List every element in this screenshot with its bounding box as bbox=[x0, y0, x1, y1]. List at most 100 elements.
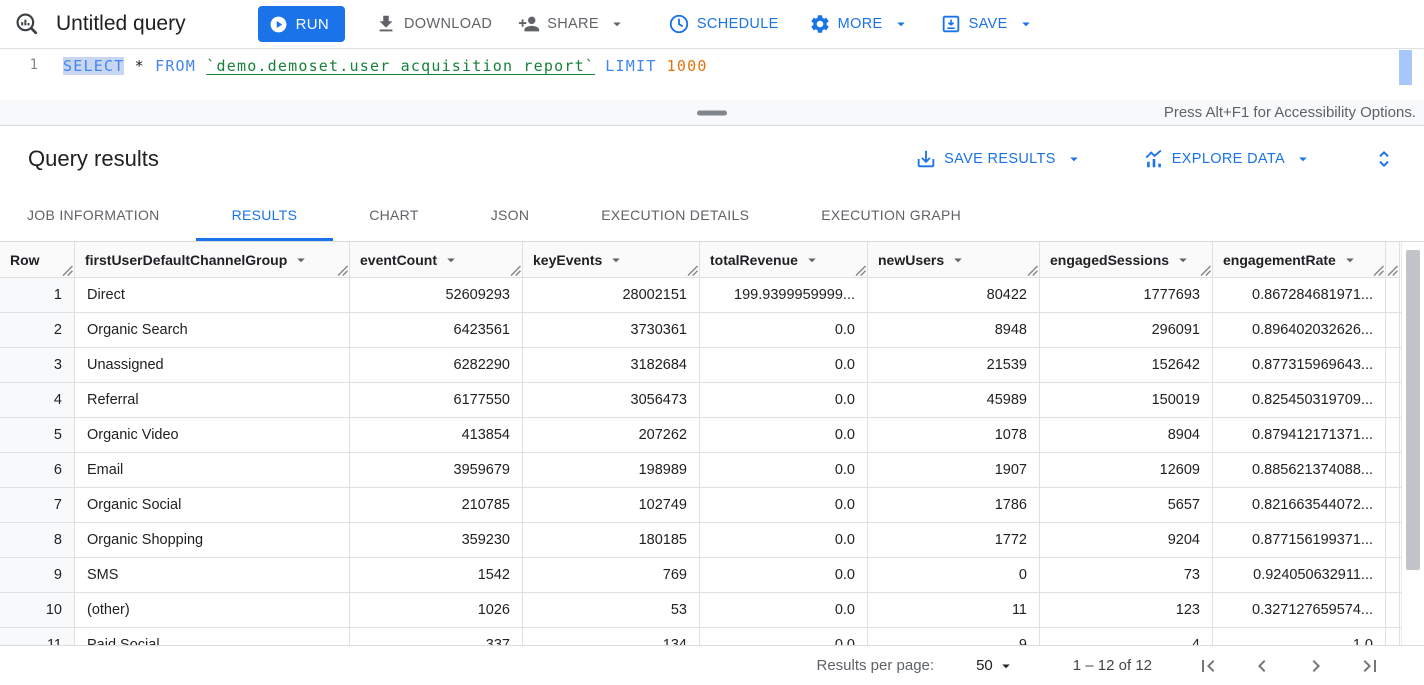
row-number-cell: 6 bbox=[0, 453, 75, 487]
editor-scrollbar-thumb[interactable] bbox=[1399, 50, 1412, 85]
row-number-cell: 3 bbox=[0, 348, 75, 382]
table-cell: 6177550 bbox=[350, 383, 523, 417]
column-resize-handle[interactable] bbox=[1200, 265, 1211, 276]
column-resize-handle[interactable] bbox=[1027, 265, 1038, 276]
tab-json[interactable]: JSON bbox=[490, 207, 530, 223]
explore-data-button[interactable]: EXPLORE DATA bbox=[1143, 148, 1312, 170]
share-person-add-icon bbox=[519, 16, 540, 32]
table-cell: 0.0 bbox=[700, 628, 868, 645]
table-cell: 134 bbox=[523, 628, 700, 645]
sql-token-table-ref[interactable]: `demo.demoset.user_acquisition_report` bbox=[206, 57, 596, 75]
column-header-keyevents[interactable]: keyEvents bbox=[523, 242, 700, 278]
expand-panel-icon[interactable] bbox=[1372, 147, 1396, 171]
tab-execution-graph[interactable]: EXECUTION GRAPH bbox=[821, 207, 962, 223]
table-scrollbar-thumb[interactable] bbox=[1406, 250, 1420, 570]
tab-job-information[interactable]: JOB INFORMATION bbox=[27, 207, 160, 223]
column-header-eventcount[interactable]: eventCount bbox=[350, 242, 523, 278]
table-cell: 0.867284681971... bbox=[1213, 278, 1386, 312]
table-cell: 3959679 bbox=[350, 453, 523, 487]
last-page-button[interactable] bbox=[1358, 654, 1382, 678]
run-label: RUN bbox=[295, 15, 329, 33]
tab-chart[interactable]: CHART bbox=[369, 207, 419, 223]
play-icon bbox=[270, 16, 286, 32]
row-number-cell: 2 bbox=[0, 313, 75, 347]
table-cell: 6423561 bbox=[350, 313, 523, 347]
column-resize-handle[interactable] bbox=[855, 265, 866, 276]
page-title: Untitled query bbox=[56, 12, 186, 35]
column-resize-handle[interactable] bbox=[337, 265, 348, 276]
sort-arrow-icon[interactable] bbox=[442, 251, 460, 269]
column-resize-handle[interactable] bbox=[687, 265, 698, 276]
table-cell: 0.0 bbox=[700, 523, 868, 557]
page-size-select[interactable]: 50 bbox=[976, 657, 1015, 675]
table-cell: 150019 bbox=[1040, 383, 1213, 417]
column-resize-handle[interactable] bbox=[1387, 265, 1398, 276]
table-cell: 0.0 bbox=[700, 453, 868, 487]
table-cell: 0.0 bbox=[700, 418, 868, 452]
save-results-button[interactable]: SAVE RESULTS bbox=[915, 148, 1083, 170]
schedule-label: SCHEDULE bbox=[696, 16, 779, 32]
table-cell: 0.0 bbox=[700, 383, 868, 417]
table-cell: 9204 bbox=[1040, 523, 1213, 557]
table-cell: 6282290 bbox=[350, 348, 523, 382]
query-results-header: Query results SAVE RESULTS EXPLORE DATA bbox=[0, 126, 1424, 192]
table-header-row: Row firstUserDefaultChannelGroup eventCoun… bbox=[0, 242, 1424, 278]
sql-token-keyword: FROM bbox=[155, 57, 197, 75]
table-row: 11 Paid Social 337 134 0.0 9 4 1.0 bbox=[0, 628, 1424, 645]
table-row: 1 Direct 52609293 28002151 199.9399959999...… bbox=[0, 278, 1424, 313]
column-resize-handle[interactable] bbox=[62, 265, 73, 276]
download-button[interactable]: DOWNLOAD bbox=[375, 13, 492, 35]
next-page-button[interactable] bbox=[1304, 654, 1328, 678]
share-button[interactable]: SHARE bbox=[518, 13, 626, 35]
sort-arrow-icon[interactable] bbox=[1174, 251, 1192, 269]
table-cell: 1777693 bbox=[1040, 278, 1213, 312]
column-resize-handle[interactable] bbox=[1373, 265, 1384, 276]
table-cell: 180185 bbox=[523, 523, 700, 557]
column-header-label: totalRevenue bbox=[710, 251, 798, 268]
explore-data-label: EXPLORE DATA bbox=[1171, 151, 1285, 167]
more-button[interactable]: MORE bbox=[809, 13, 910, 35]
tab-execution-details[interactable]: EXECUTION DETAILS bbox=[601, 207, 750, 223]
run-button[interactable]: RUN bbox=[257, 6, 345, 42]
sql-token-plain: * bbox=[124, 57, 156, 75]
sort-arrow-icon[interactable] bbox=[949, 251, 967, 269]
table-cell: 0.0 bbox=[700, 313, 868, 347]
column-resize-handle[interactable] bbox=[510, 265, 521, 276]
panel-resize-handle[interactable] bbox=[697, 110, 727, 115]
prev-page-button[interactable] bbox=[1250, 654, 1274, 678]
column-header-firstuserdefaultchannelgroup[interactable]: firstUserDefaultChannelGroup bbox=[75, 242, 350, 278]
table-cell-spacer bbox=[1386, 488, 1400, 522]
column-header-row[interactable]: Row bbox=[0, 242, 75, 278]
sort-arrow-icon[interactable] bbox=[292, 251, 310, 269]
table-cell: 1786 bbox=[868, 488, 1040, 522]
table-cell-spacer bbox=[1386, 418, 1400, 452]
tab-results[interactable]: RESULTS bbox=[195, 192, 334, 241]
table-cell: 8904 bbox=[1040, 418, 1213, 452]
table-row: 9 SMS 1542 769 0.0 0 73 0.924050632911... bbox=[0, 558, 1424, 593]
sort-arrow-icon[interactable] bbox=[803, 251, 821, 269]
table-scrollbar[interactable] bbox=[1401, 242, 1424, 645]
table-cell: 296091 bbox=[1040, 313, 1213, 347]
sql-token-number: 1000 bbox=[666, 57, 708, 75]
table-row: 3 Unassigned 6282290 3182684 0.0 21539 152642 0… bbox=[0, 348, 1424, 383]
sql-code-line[interactable]: SELECT * FROM `demo.demoset.user_acquisi… bbox=[46, 49, 708, 100]
table-cell-spacer bbox=[1386, 628, 1400, 645]
column-header-newusers[interactable]: newUsers bbox=[868, 242, 1040, 278]
save-button[interactable]: SAVE bbox=[940, 13, 1035, 35]
column-header-engagedsessions[interactable]: engagedSessions bbox=[1040, 242, 1213, 278]
table-cell: Direct bbox=[75, 278, 350, 312]
table-cell-spacer bbox=[1386, 348, 1400, 382]
sort-arrow-icon[interactable] bbox=[1341, 251, 1359, 269]
sort-arrow-icon[interactable] bbox=[607, 251, 625, 269]
table-cell: 1.0 bbox=[1213, 628, 1386, 645]
table-cell: (other) bbox=[75, 593, 350, 627]
table-cell: 0.327127659574... bbox=[1213, 593, 1386, 627]
sql-token-keyword: LIMIT bbox=[605, 57, 657, 75]
column-header-totalrevenue[interactable]: totalRevenue bbox=[700, 242, 868, 278]
sql-editor[interactable]: 1 SELECT * FROM `demo.demoset.user_acqui… bbox=[0, 49, 1424, 100]
column-header-engagementrate[interactable]: engagementRate bbox=[1213, 242, 1386, 278]
table-cell: 3182684 bbox=[523, 348, 700, 382]
table-cell: 359230 bbox=[350, 523, 523, 557]
first-page-button[interactable] bbox=[1196, 654, 1220, 678]
schedule-button[interactable]: SCHEDULE bbox=[668, 13, 779, 35]
